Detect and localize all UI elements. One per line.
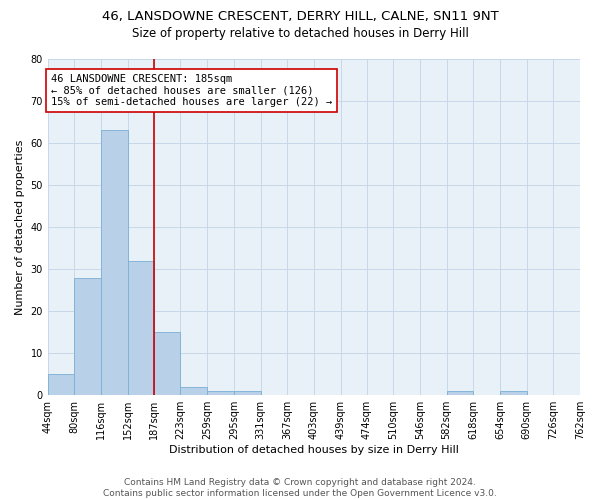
Text: 46, LANSDOWNE CRESCENT, DERRY HILL, CALNE, SN11 9NT: 46, LANSDOWNE CRESCENT, DERRY HILL, CALN…	[101, 10, 499, 23]
Bar	[154, 332, 181, 395]
X-axis label: Distribution of detached houses by size in Derry Hill: Distribution of detached houses by size …	[169, 445, 459, 455]
Bar	[207, 391, 234, 395]
Bar	[234, 391, 260, 395]
Bar	[101, 130, 128, 395]
Bar	[74, 278, 101, 395]
Bar	[500, 391, 527, 395]
Bar	[48, 374, 74, 395]
Bar	[128, 260, 154, 395]
Bar	[446, 391, 473, 395]
Bar	[181, 387, 207, 395]
Text: Size of property relative to detached houses in Derry Hill: Size of property relative to detached ho…	[131, 28, 469, 40]
Text: Contains HM Land Registry data © Crown copyright and database right 2024.
Contai: Contains HM Land Registry data © Crown c…	[103, 478, 497, 498]
Y-axis label: Number of detached properties: Number of detached properties	[15, 140, 25, 315]
Text: 46 LANSDOWNE CRESCENT: 185sqm
← 85% of detached houses are smaller (126)
15% of : 46 LANSDOWNE CRESCENT: 185sqm ← 85% of d…	[51, 74, 332, 107]
